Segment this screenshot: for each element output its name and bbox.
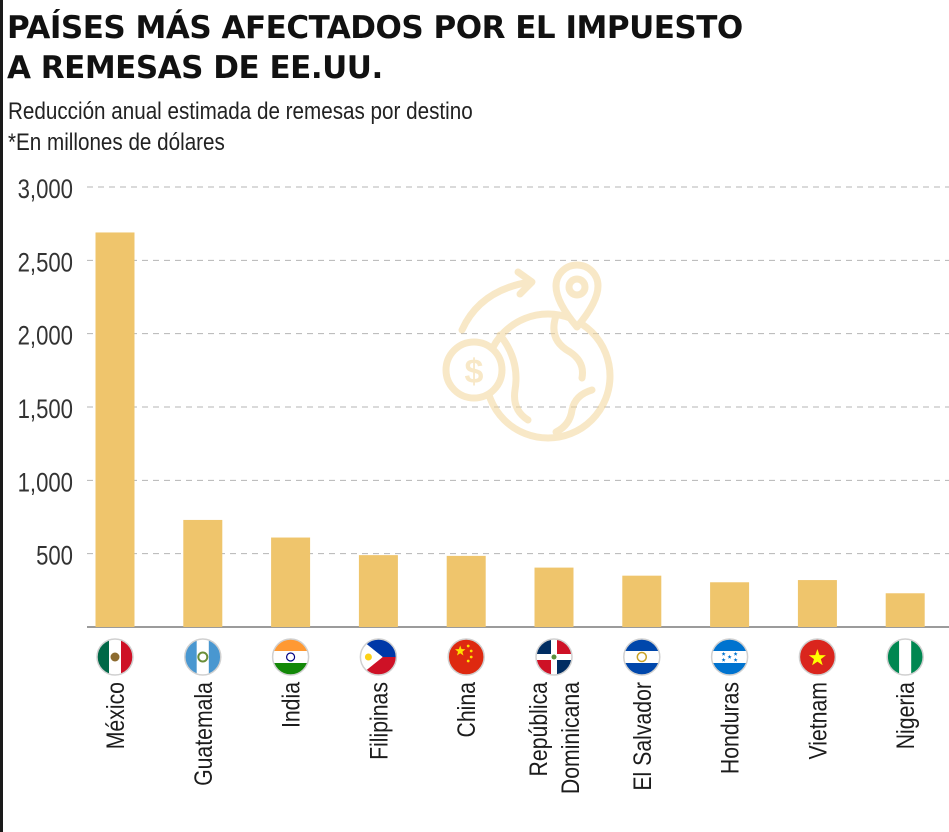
chart-subtitle-line-1: Reducción anual estimada de remesas por … <box>8 98 473 125</box>
category-label-filipinas: Filipinas <box>365 682 393 760</box>
flag-el-salvador-icon <box>623 638 661 676</box>
y-axis: 500 1,000 1,500 2,000 2,500 3,000 <box>18 175 949 628</box>
flag-nigeria-icon <box>886 638 924 676</box>
category-label-guatemala: Guatemala <box>189 682 217 786</box>
left-border <box>0 0 3 832</box>
chart-title: PAÍSES MÁS AFECTADOS POR EL IMPUESTO A R… <box>7 8 743 88</box>
bar-china <box>446 555 486 627</box>
chart-title-line-2: A REMESAS DE EE.UU. <box>7 50 383 86</box>
category-label-nigeria: Nigeria <box>892 682 920 749</box>
category-label-vietnam: Vietnam <box>804 682 832 760</box>
category-label-el-salvador: El Salvador <box>628 682 656 791</box>
flag-dominican-republic-icon <box>535 638 573 676</box>
flag-guatemala-icon <box>184 638 222 676</box>
flag-philippines-icon <box>359 638 398 676</box>
bar-guatemala <box>183 519 223 627</box>
category-label-china: China <box>453 682 481 738</box>
svg-text:$: $ <box>465 353 484 391</box>
category-label-honduras: Honduras <box>716 682 744 774</box>
bars <box>95 232 925 627</box>
remittance-globe-icon: $ <box>442 261 614 442</box>
chart-title-line-1: PAÍSES MÁS AFECTADOS POR EL IMPUESTO <box>7 10 743 46</box>
y-tick-label-1-500: 1,500 <box>18 395 73 425</box>
bar-filipinas <box>358 555 398 627</box>
bar-republica-dominicana <box>534 567 574 627</box>
y-tick-label-2-000: 2,000 <box>18 322 73 352</box>
flag-china-icon <box>447 638 485 676</box>
category-labels: México Guatemala India Filipinas China Repúbl… <box>101 682 919 794</box>
flags <box>96 638 924 676</box>
bar-el-salvador <box>622 575 662 627</box>
bar-nigeria <box>885 593 925 627</box>
category-label-mexico: México <box>101 682 129 749</box>
y-tick-label-1-000: 1,000 <box>18 468 73 498</box>
bar-vietnam <box>797 580 837 627</box>
y-tick-label-2-500: 2,500 <box>18 248 73 278</box>
category-label-india: India <box>277 682 305 728</box>
bar-honduras <box>710 582 750 627</box>
flag-honduras-icon <box>710 638 749 676</box>
y-tick-label-500: 500 <box>36 542 73 572</box>
chart-subtitle: Reducción anual estimada de remesas por … <box>8 96 548 158</box>
category-label-republica-dominicana-line-2: Dominicana <box>556 682 584 794</box>
flag-vietnam-icon <box>798 638 837 676</box>
category-label-republica-dominicana-line-1: República <box>524 682 552 777</box>
flag-india-icon <box>271 638 310 676</box>
bar-india <box>271 537 311 627</box>
flag-mexico-icon <box>96 638 134 676</box>
bar-mexico <box>95 232 135 627</box>
y-tick-label-3-000: 3,000 <box>18 175 73 205</box>
chart-unit-note: *En millones de dólares <box>8 129 225 156</box>
